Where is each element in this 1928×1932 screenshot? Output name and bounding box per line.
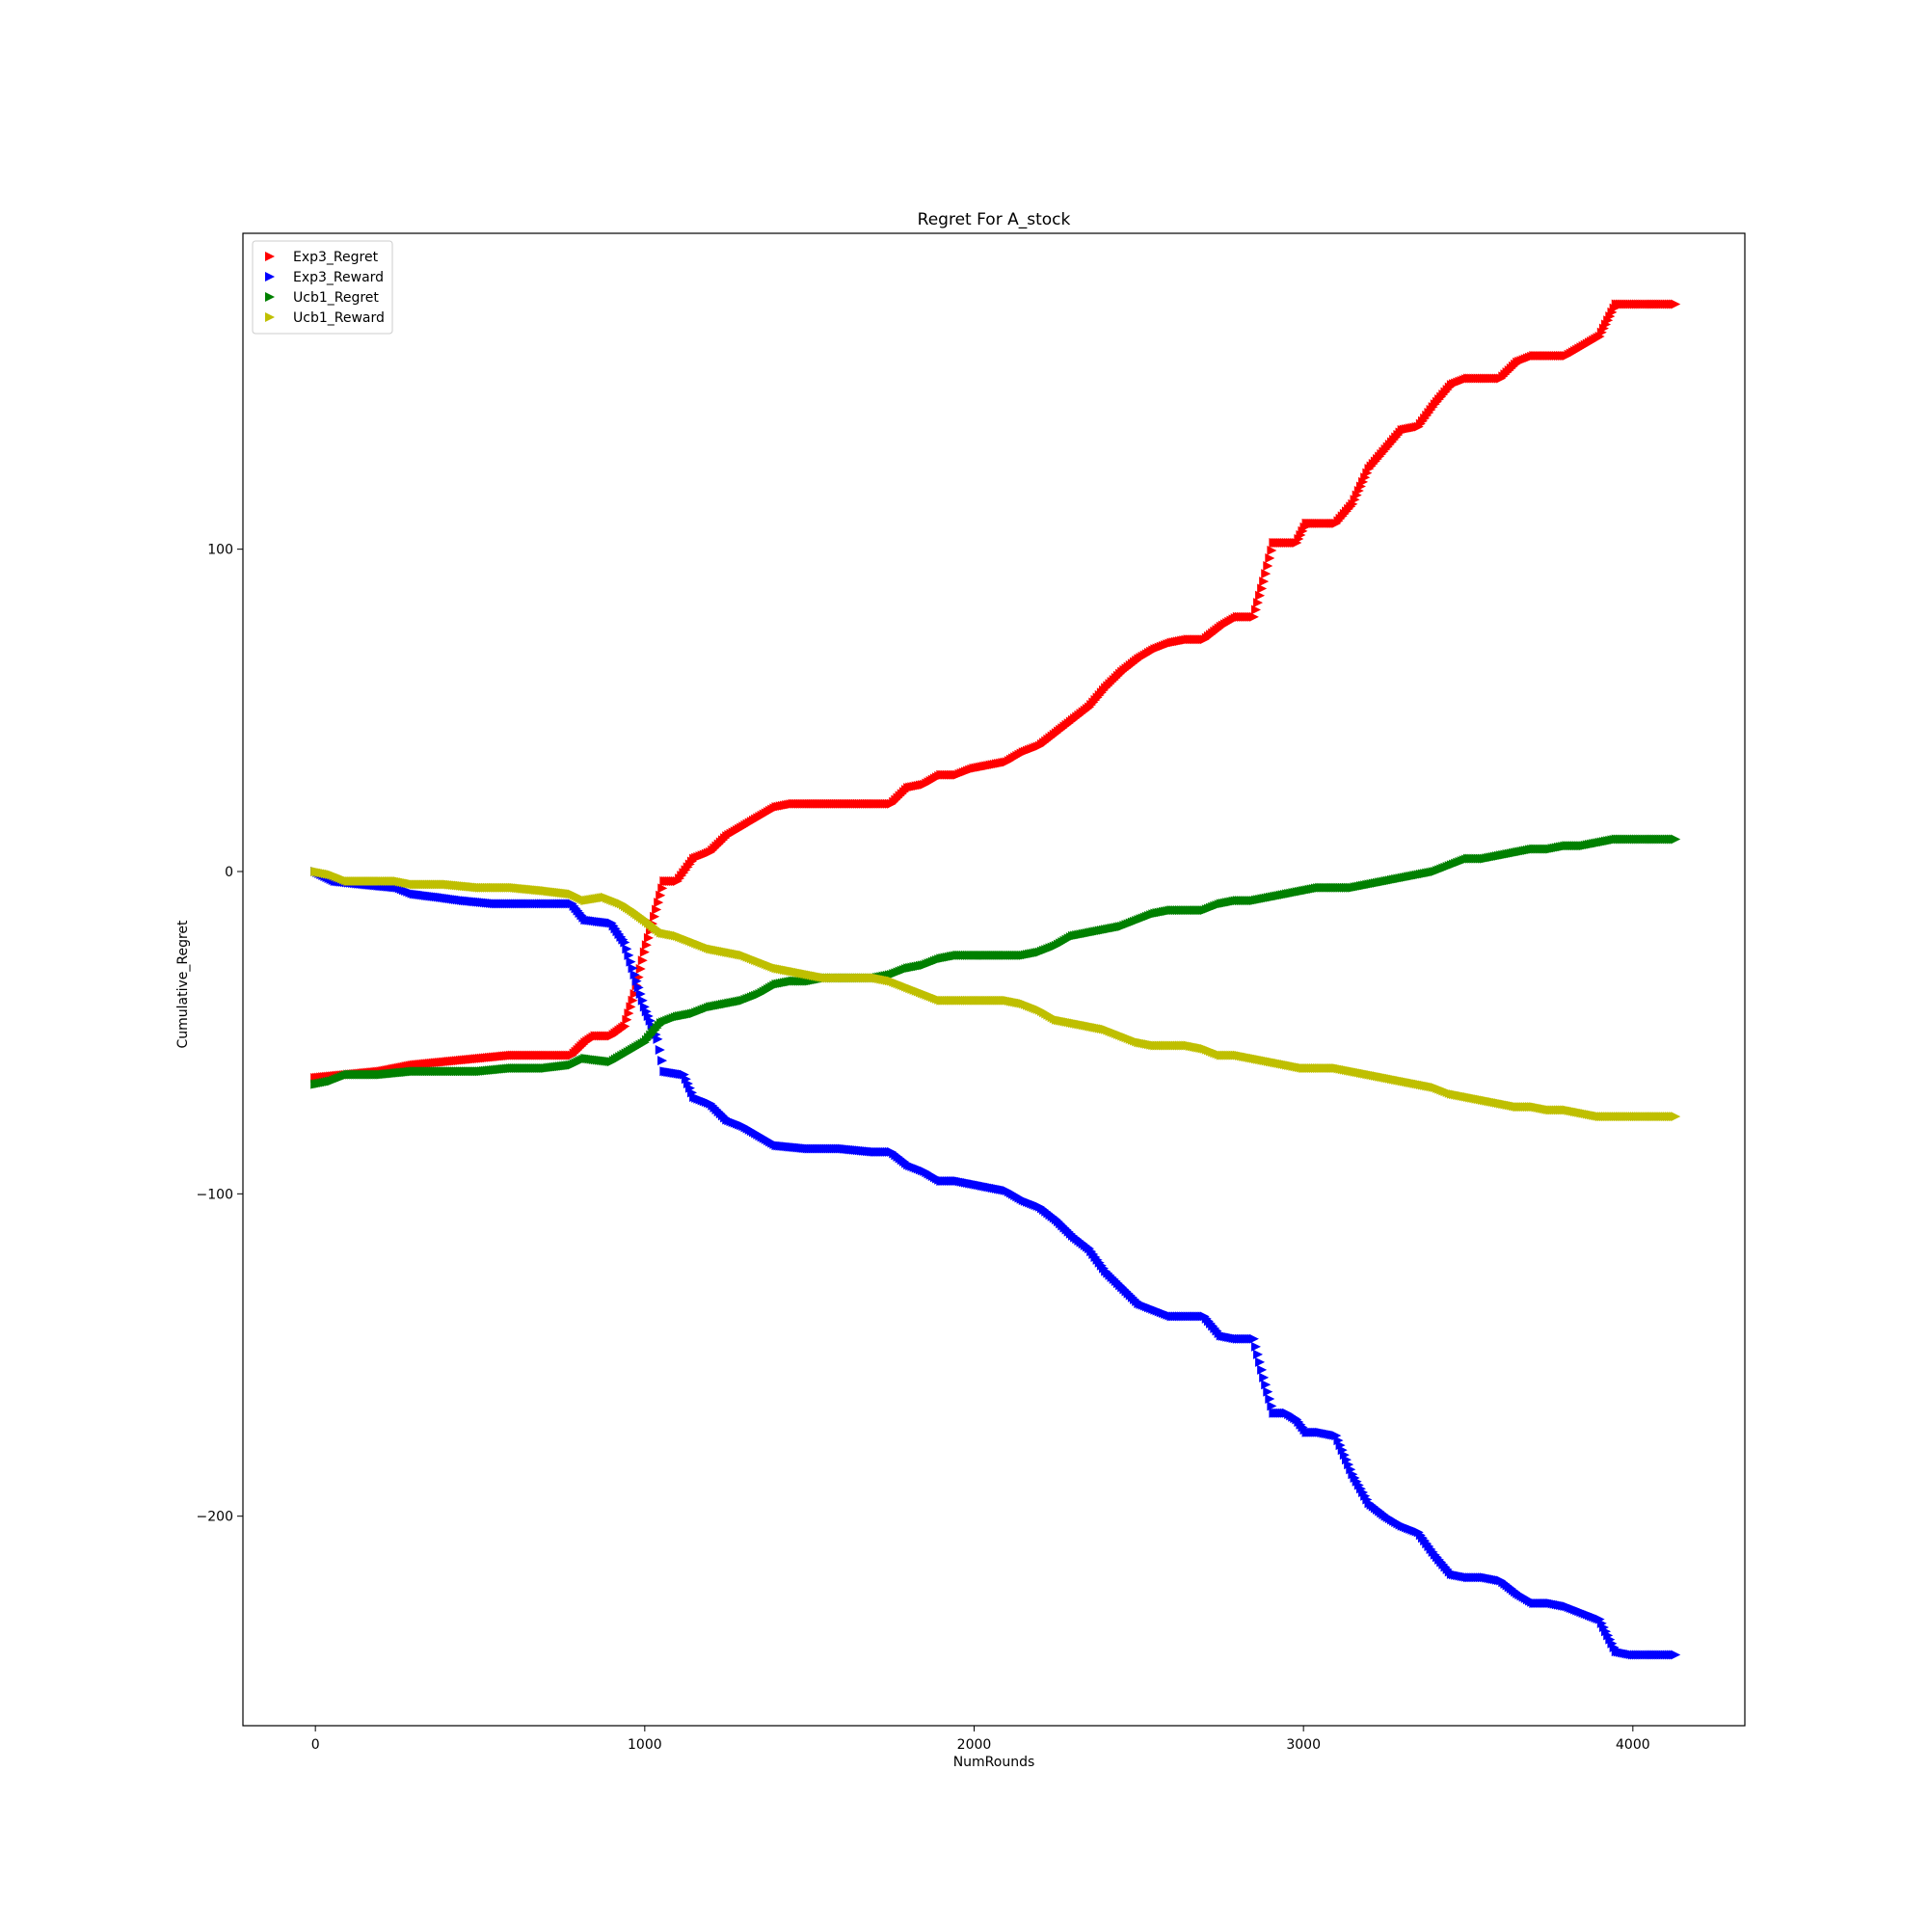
data-point <box>1250 604 1261 615</box>
data-point <box>643 932 654 943</box>
x-axis-label: NumRounds <box>953 1755 1035 1770</box>
data-point <box>1671 1650 1681 1660</box>
y-tick-label: −200 <box>197 1510 233 1525</box>
data-point <box>1261 569 1272 579</box>
series-exp3-regret <box>310 299 1681 1083</box>
data-point <box>1250 1341 1261 1352</box>
x-tick-label: 0 <box>311 1737 320 1753</box>
x-tick-label: 1000 <box>628 1737 662 1753</box>
y-tick-label: 100 <box>207 543 233 558</box>
data-point <box>1257 583 1268 594</box>
legend-marker <box>265 252 275 261</box>
x-tick-label: 2000 <box>957 1737 992 1753</box>
data-point <box>1248 1333 1259 1344</box>
data-point <box>1671 299 1681 309</box>
y-axis-label: Cumulative_Regret <box>175 920 191 1049</box>
data-point <box>1265 1393 1275 1404</box>
data-point <box>1255 590 1266 601</box>
data-point <box>1265 553 1275 564</box>
data-point <box>656 890 666 900</box>
legend-label: Ucb1_Reward <box>293 310 385 326</box>
legend: Exp3_Regret Exp3_Reward Ucb1_Regret Ucb1_Re… <box>252 240 393 335</box>
data-point <box>637 955 648 966</box>
data-point <box>641 940 652 951</box>
plot-frame <box>242 232 1746 1727</box>
data-point <box>653 1033 663 1044</box>
x-tick-label: 4000 <box>1616 1737 1650 1753</box>
data-point <box>1259 577 1270 587</box>
chart-title: Regret For A_stock <box>918 210 1071 229</box>
data-point <box>1255 1356 1266 1367</box>
data-point <box>1263 1386 1273 1397</box>
data-point <box>1253 1349 1264 1359</box>
data-point <box>655 1044 665 1055</box>
data-point <box>635 963 646 974</box>
data-point <box>1248 611 1259 622</box>
data-point <box>629 989 640 1000</box>
legend-label: Ucb1_Regret <box>293 290 379 306</box>
data-point <box>654 898 664 908</box>
legend-label: Exp3_Reward <box>293 270 384 285</box>
data-point <box>1263 561 1273 572</box>
data-point <box>1261 1380 1272 1390</box>
legend-label: Exp3_Regret <box>293 250 379 265</box>
legend-box <box>252 240 393 335</box>
data-point <box>1253 598 1264 608</box>
data-point <box>657 1056 668 1066</box>
legend-marker <box>265 292 275 302</box>
data-point <box>657 883 668 894</box>
data-point <box>639 947 650 957</box>
data-point <box>1267 1401 1277 1411</box>
y-tick-label: 0 <box>225 865 233 880</box>
data-point <box>1259 1372 1270 1382</box>
data-point <box>1257 1364 1268 1375</box>
data-point <box>652 904 662 915</box>
data-point <box>1671 1112 1681 1122</box>
x-tick-label: 3000 <box>1286 1737 1321 1753</box>
data-point <box>650 911 660 922</box>
legend-marker <box>265 272 275 282</box>
plot-area: 0 1000 2000 3000 4000 −200 −100 0 100 <box>197 232 1746 1753</box>
data-point <box>1267 545 1277 555</box>
y-tick-label: −100 <box>197 1187 233 1202</box>
data-point <box>1671 834 1681 845</box>
series-ucb1-reward <box>310 866 1681 1122</box>
legend-marker <box>265 312 275 322</box>
series-exp3-reward <box>310 866 1681 1660</box>
